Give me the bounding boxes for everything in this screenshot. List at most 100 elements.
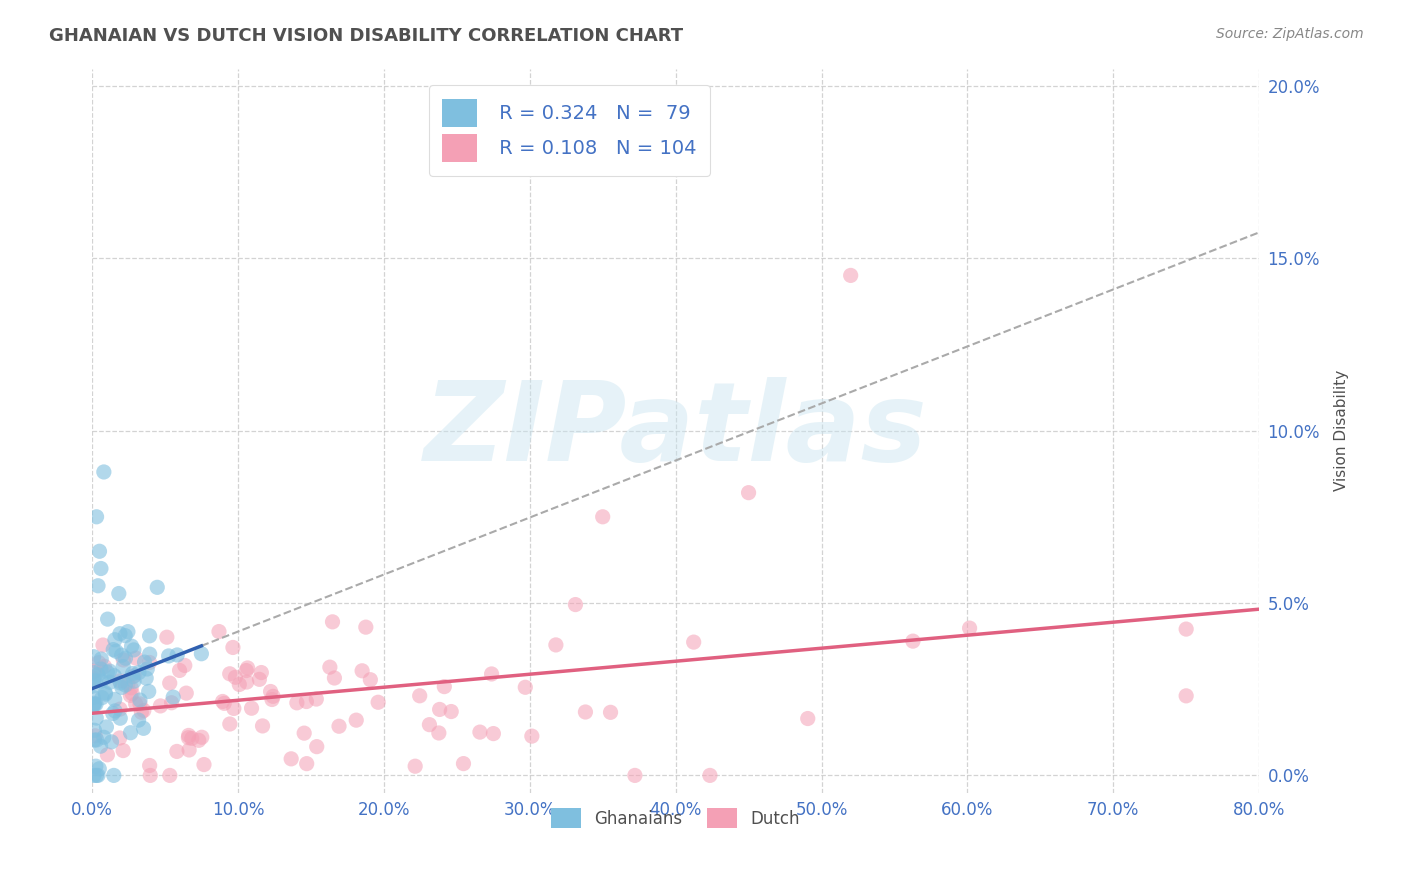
Point (136, 662, 159, 676)
Point (321, 615, 343, 629)
Point (105, 644, 128, 658)
Text: GHANAIAN VS DUTCH VISION DISABILITY CORRELATION CHART: GHANAIAN VS DUTCH VISION DISABILITY CORR… (49, 27, 683, 45)
Point (91, 638, 114, 652)
Point (111, 681, 134, 695)
Point (737, 485, 759, 500)
Point (599, 706, 621, 720)
Point (104, 704, 127, 718)
Point (453, 756, 475, 771)
Point (218, 666, 240, 681)
Point (262, 690, 284, 704)
Point (295, 756, 318, 771)
Point (319, 660, 342, 674)
Point (90, 662, 112, 676)
Point (96, 665, 118, 680)
Point (82, 690, 104, 705)
Point (235, 675, 257, 690)
Point (404, 759, 426, 773)
Point (959, 621, 981, 635)
Point (117, 624, 139, 639)
Point (111, 648, 134, 663)
Point (138, 647, 160, 661)
Point (84, 674, 107, 689)
Point (84, 759, 107, 773)
Point (89, 544, 111, 558)
Point (122, 674, 145, 689)
Point (101, 706, 124, 721)
Point (305, 692, 328, 706)
Point (83, 723, 105, 738)
Point (1175, 689, 1198, 703)
Point (247, 673, 270, 687)
Point (120, 689, 142, 703)
Legend: Ghanaians, Dutch: Ghanaians, Dutch (544, 801, 807, 835)
Point (110, 676, 132, 690)
Point (90, 652, 112, 666)
Point (129, 697, 152, 711)
Point (344, 713, 367, 727)
Point (138, 656, 160, 670)
Point (624, 768, 647, 782)
Point (83, 665, 105, 679)
Point (87, 768, 110, 782)
Point (114, 651, 136, 665)
Point (132, 703, 155, 717)
Point (83, 649, 105, 664)
Point (96, 720, 118, 734)
Point (901, 634, 924, 648)
Point (187, 733, 209, 747)
Point (125, 651, 148, 665)
Point (90, 739, 112, 754)
Point (94, 687, 117, 701)
Point (211, 694, 233, 708)
Point (797, 712, 820, 726)
Point (93, 659, 115, 673)
Point (250, 665, 273, 680)
Point (122, 670, 145, 684)
Point (108, 586, 131, 600)
Point (544, 638, 567, 652)
Point (224, 670, 246, 684)
Point (208, 624, 231, 639)
Point (93, 465, 115, 479)
Point (86, 509, 108, 524)
Point (90, 561, 112, 575)
Point (323, 671, 346, 685)
Point (87, 579, 110, 593)
Point (354, 620, 377, 634)
Point (120, 725, 142, 739)
Point (83, 698, 105, 712)
Point (139, 768, 162, 782)
Point (98, 675, 121, 690)
Point (128, 713, 150, 727)
Point (166, 744, 188, 758)
Point (94, 686, 117, 700)
Point (162, 690, 184, 705)
Point (427, 726, 450, 740)
Point (112, 659, 135, 673)
Point (83, 768, 105, 782)
Point (112, 743, 135, 757)
Point (481, 667, 503, 681)
Point (180, 731, 202, 746)
Point (114, 678, 136, 692)
Point (104, 632, 127, 647)
Point (120, 681, 142, 695)
Point (138, 629, 160, 643)
Point (228, 677, 250, 691)
Point (128, 665, 150, 680)
Point (520, 729, 543, 743)
Text: ZIPatlas: ZIPatlas (423, 377, 928, 484)
Point (328, 719, 350, 733)
Point (222, 640, 245, 655)
Y-axis label: Vision Disability: Vision Disability (1334, 370, 1348, 491)
Text: Source: ZipAtlas.com: Source: ZipAtlas.com (1216, 27, 1364, 41)
Point (240, 701, 263, 715)
Point (134, 655, 156, 669)
Point (285, 696, 308, 710)
Point (108, 673, 131, 688)
Point (121, 666, 143, 681)
Point (103, 768, 125, 782)
Point (409, 689, 432, 703)
Point (84, 711, 107, 725)
